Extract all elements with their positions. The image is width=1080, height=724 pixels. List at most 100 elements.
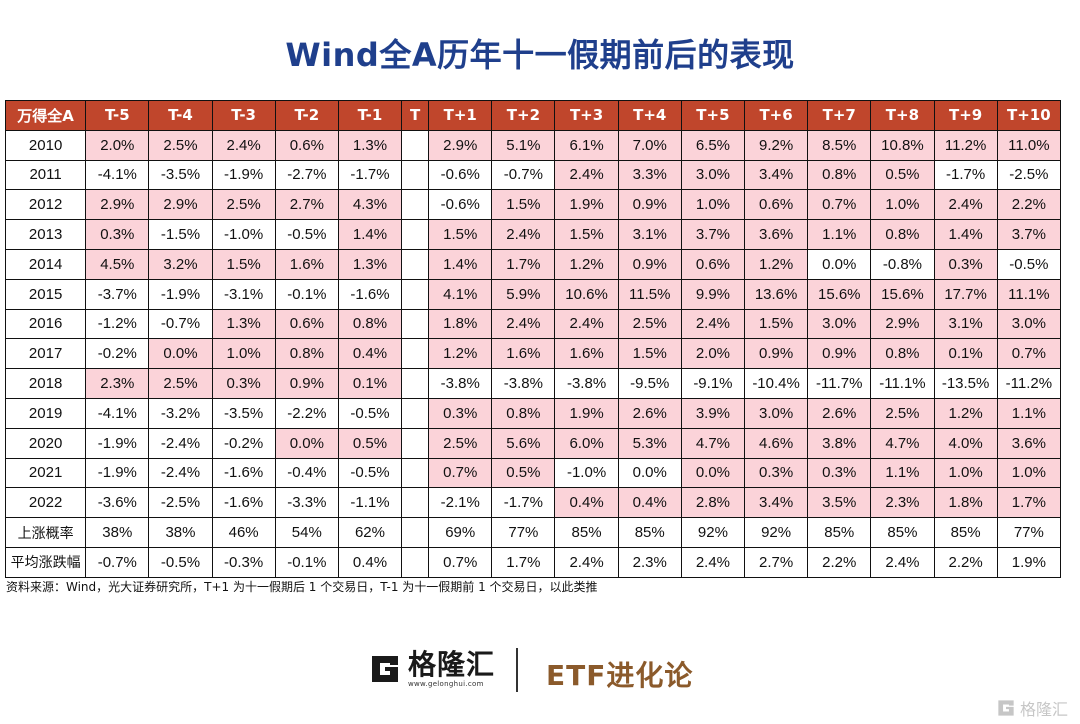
table-cell: 4.0% [933, 427, 998, 459]
summary-cell: 38% [148, 517, 213, 548]
table-cell: 0.5% [870, 159, 935, 191]
table-cell: 3.4% [743, 487, 809, 519]
header-tplus4: T+4 [617, 100, 682, 131]
row-year-label: 2020 [4, 427, 87, 459]
row-year-label: 2011 [4, 159, 87, 191]
table-cell: 0.6% [274, 129, 339, 161]
table-cell: 2.6% [617, 397, 682, 429]
table-cell: 2.4% [933, 189, 998, 221]
table-cell: 1.6% [274, 248, 339, 280]
summary-cell: 1.7% [491, 546, 556, 578]
table-cell: 4.7% [870, 427, 935, 459]
table-cell: 4.7% [680, 427, 746, 459]
table-cell: 4.5% [85, 248, 150, 280]
table-cell: 1.3% [211, 308, 276, 340]
row-year-label: 2021 [4, 457, 87, 489]
table-cell: 0.5% [337, 427, 403, 459]
table-cell: 1.1% [807, 219, 872, 250]
row-year-label: 2015 [4, 278, 87, 310]
table-cell: -0.2% [211, 427, 276, 459]
table-cell: -4.1% [85, 397, 150, 429]
table-cell: -1.2% [85, 308, 150, 340]
table-row: 2022 -3.6% -2.5% -1.6% -3.3% -1.1% -2.1% -1.7% 0… [4, 487, 1062, 519]
summary-cell: 46% [211, 517, 276, 548]
summary-cell: 85% [617, 517, 682, 548]
summary-cell: 0.4% [337, 546, 403, 578]
summary-cell: 2.4% [680, 546, 746, 578]
summary-cell: 85% [554, 517, 619, 548]
table-cell: 3.5% [807, 487, 872, 519]
table-cell: -3.8% [428, 368, 493, 399]
table-cell: 6.1% [554, 129, 619, 161]
table-cell: 0.9% [274, 368, 339, 399]
row-year-label: 2018 [4, 368, 87, 399]
table-cell: 0.8% [274, 338, 339, 370]
table-cell: 0.0% [274, 427, 339, 459]
summary-cell: -0.1% [274, 546, 339, 578]
table-cell: 2.0% [85, 129, 150, 161]
gelonghui-logo-url: www.gelonghui.com [408, 680, 484, 688]
table-cell: -2.5% [996, 159, 1062, 191]
table-cell: 15.6% [807, 278, 872, 310]
table-cell: -3.8% [491, 368, 556, 399]
table-cell: 3.8% [807, 427, 872, 459]
table-cell: 5.9% [491, 278, 556, 310]
table-cell: -3.7% [85, 278, 150, 310]
summary-cell: 77% [491, 517, 556, 548]
table-row: 2020 -1.9% -2.4% -0.2% 0.0% 0.5% 2.5% 5.6% 6.0% 5… [4, 427, 1062, 459]
table-cell: -1.7% [337, 159, 403, 191]
summary-cell: 77% [996, 517, 1062, 548]
table-cell: 1.5% [211, 248, 276, 280]
table-cell: 1.2% [933, 397, 998, 429]
table-cell: -0.6% [428, 189, 493, 221]
table-cell: 0.7% [428, 457, 493, 489]
table-cell: 1.7% [491, 248, 556, 280]
table-cell: 1.5% [743, 308, 809, 340]
table-cell: 5.3% [617, 427, 682, 459]
table-cell: 3.3% [617, 159, 682, 191]
table-cell: 1.5% [617, 338, 682, 370]
table-cell: 2.9% [85, 189, 150, 221]
table-cell: -10.4% [743, 368, 809, 399]
summary-cell: 62% [337, 517, 403, 548]
row-year-label: 2013 [4, 219, 87, 250]
table-cell [401, 189, 430, 221]
table-row: 2018 2.3% 2.5% 0.3% 0.9% 0.1% -3.8% -3.8% -3.8% -… [4, 368, 1062, 399]
table-cell: -1.0% [211, 219, 276, 250]
table-cell: 1.0% [870, 189, 935, 221]
table-cell: 1.6% [491, 338, 556, 370]
table-cell: 3.1% [617, 219, 682, 250]
table-cell: 1.4% [428, 248, 493, 280]
summary-cell: 2.3% [617, 546, 682, 578]
table-cell: 1.9% [554, 189, 619, 221]
row-year-label: 2017 [4, 338, 87, 370]
table-cell: 1.2% [554, 248, 619, 280]
table-cell [401, 397, 430, 429]
table-cell: 0.8% [337, 308, 403, 340]
summary-cell: 1.9% [996, 546, 1062, 578]
table-cell: 0.5% [491, 457, 556, 489]
gelonghui-logo-icon [368, 652, 402, 686]
summary-label: 上涨概率 [4, 517, 87, 548]
table-cell: 0.4% [337, 338, 403, 370]
summary-cell: -0.5% [148, 546, 213, 578]
summary-cell: 85% [807, 517, 872, 548]
summary-cell: 92% [743, 517, 809, 548]
table-cell: 0.4% [554, 487, 619, 519]
table-cell: -3.2% [148, 397, 213, 429]
header-index-label: 万得全A [4, 100, 87, 131]
table-cell: 1.0% [680, 189, 746, 221]
table-cell: 13.6% [743, 278, 809, 310]
table-cell [401, 338, 430, 370]
table-cell: 0.3% [933, 248, 998, 280]
header-tplus3: T+3 [554, 100, 619, 131]
table-cell: 3.9% [680, 397, 746, 429]
table-cell: 0.7% [996, 338, 1062, 370]
table-cell: 1.0% [996, 457, 1062, 489]
table-cell: 2.2% [996, 189, 1062, 221]
table-cell: 6.5% [680, 129, 746, 161]
table-cell: 0.8% [870, 338, 935, 370]
table-cell: -1.0% [554, 457, 619, 489]
table-cell: 3.6% [743, 219, 809, 250]
table-cell: -0.4% [274, 457, 339, 489]
